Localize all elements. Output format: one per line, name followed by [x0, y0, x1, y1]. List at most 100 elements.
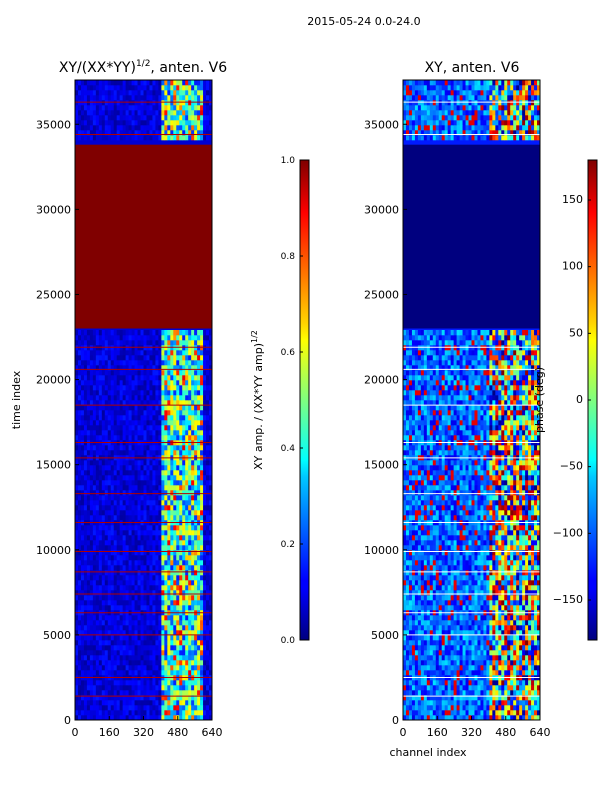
heatmap-cell	[110, 335, 115, 341]
heatmap-cell	[95, 640, 100, 646]
heatmap-cell	[80, 450, 85, 456]
heatmap-cell	[209, 500, 213, 506]
heatmap-cell	[83, 510, 88, 516]
heatmap-cell	[531, 660, 535, 666]
heatmap-cell	[164, 590, 168, 596]
heatmap-cell	[116, 700, 120, 706]
heatmap-cell	[465, 685, 469, 691]
heatmap-cell	[86, 435, 91, 441]
heatmap-cell	[83, 90, 88, 96]
heatmap-cell	[513, 670, 517, 676]
heatmap-cell	[92, 350, 97, 356]
heatmap-cell	[498, 710, 502, 716]
heatmap-cell	[113, 360, 117, 366]
heatmap-cell	[456, 650, 460, 656]
heatmap-cell	[417, 645, 422, 651]
heatmap-cell	[444, 665, 448, 671]
heatmap-cell	[158, 370, 162, 376]
heatmap-cell	[164, 625, 168, 631]
heatmap-cell	[110, 100, 115, 106]
heatmap-cell	[119, 425, 123, 431]
heatmap-cell	[164, 660, 168, 666]
heatmap-cell	[197, 605, 201, 611]
heatmap-cell	[122, 135, 126, 141]
heatmap-cell	[140, 505, 144, 511]
heatmap-cell	[104, 330, 109, 336]
heatmap-cell	[149, 380, 153, 386]
heatmap-cell	[158, 430, 162, 436]
heatmap-cell	[149, 525, 153, 531]
heatmap-cell	[98, 355, 103, 361]
heatmap-cell	[459, 705, 463, 711]
heatmap-cell	[537, 715, 541, 721]
heatmap-cell	[176, 80, 180, 86]
heatmap-cell	[176, 105, 180, 111]
heatmap-cell	[137, 545, 141, 551]
heatmap-cell	[152, 470, 156, 476]
heatmap-cell	[161, 480, 165, 486]
heatmap-cell	[414, 700, 419, 706]
heatmap-cell	[104, 500, 109, 506]
heatmap-cell	[459, 690, 463, 696]
heatmap-cell	[134, 695, 138, 701]
heatmap-cell	[528, 705, 532, 711]
heatmap-cell	[146, 400, 150, 406]
heatmap-cell	[113, 365, 117, 371]
heatmap-cell	[92, 705, 97, 711]
heatmap-cell	[471, 650, 475, 656]
heatmap-cell	[411, 660, 416, 666]
heatmap-cell	[176, 525, 180, 531]
heatmap-cell	[83, 400, 88, 406]
heatmap-cell	[158, 575, 162, 581]
heatmap-cell	[143, 600, 147, 606]
heatmap-cell	[92, 700, 97, 706]
heatmap-cell	[173, 670, 177, 676]
heatmap-cell	[149, 655, 153, 661]
heatmap-cell	[122, 370, 126, 376]
heatmap-cell	[203, 655, 207, 661]
heatmap-cell	[146, 595, 150, 601]
heatmap-cell	[203, 570, 207, 576]
heatmap-cell	[203, 715, 207, 721]
heatmap-cell	[116, 95, 120, 101]
heatmap-cell	[110, 525, 115, 531]
heatmap-cell	[209, 715, 213, 721]
heatmap-cell	[110, 680, 115, 686]
heatmap-cell	[492, 705, 496, 711]
heatmap-cell	[426, 670, 431, 676]
heatmap-cell	[86, 410, 91, 416]
heatmap-cell	[176, 625, 180, 631]
heatmap-cell	[516, 655, 520, 661]
heatmap-cell	[155, 515, 159, 521]
heatmap-cell	[200, 715, 204, 721]
heatmap-cell	[209, 530, 213, 536]
heatmap-cell	[167, 465, 171, 471]
heatmap-cell	[116, 540, 120, 546]
heatmap-cell	[191, 450, 195, 456]
heatmap-cell	[435, 640, 440, 646]
heatmap-cell	[128, 485, 132, 491]
heatmap-cell	[176, 515, 180, 521]
heatmap-cell	[92, 95, 97, 101]
heatmap-cell	[188, 360, 192, 366]
heatmap-cell	[164, 80, 168, 86]
heatmap-cell	[75, 120, 79, 126]
heatmap-cell	[104, 655, 109, 661]
heatmap-cell	[119, 635, 123, 641]
heatmap-cell	[119, 370, 123, 376]
heatmap-cell	[423, 650, 428, 656]
heatmap-cell	[107, 90, 112, 96]
heatmap-cell	[119, 710, 123, 716]
heatmap-cell	[185, 115, 189, 121]
heatmap-cell	[143, 695, 147, 701]
heatmap-cell	[161, 715, 165, 721]
heatmap-cell	[155, 80, 159, 86]
heatmap-cell	[131, 635, 135, 641]
heatmap-cell	[194, 595, 198, 601]
heatmap-cell	[110, 715, 115, 721]
heatmap-cell	[194, 665, 198, 671]
heatmap-cell	[191, 390, 195, 396]
heatmap-cell	[137, 510, 141, 516]
heatmap-cell	[173, 125, 177, 131]
heatmap-cell	[101, 540, 106, 546]
